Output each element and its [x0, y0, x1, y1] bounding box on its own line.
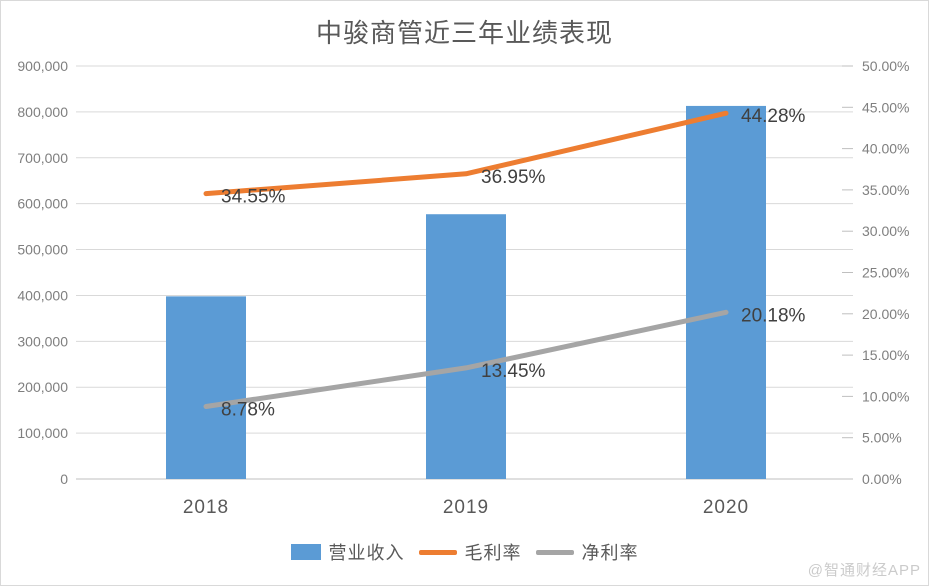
x-axis-label-2018: 2018: [183, 497, 229, 518]
bar-2020: [686, 105, 766, 479]
legend: 营业收入 毛利率 净利率: [1, 539, 928, 565]
legend-swatch-revenue-bar: [290, 544, 321, 560]
legend-label-net-margin: 净利率: [581, 543, 639, 563]
left-axis-tick-label: 500,000: [17, 242, 68, 258]
legend-label-gross-margin: 毛利率: [464, 543, 522, 563]
data-point-label: 20.18%: [741, 305, 806, 326]
chart-title: 中骏商管近三年业绩表现: [315, 18, 613, 48]
left-axis-tick-label: 700,000: [17, 150, 68, 166]
bar-2018: [166, 296, 246, 479]
left-axis-tick-label: 800,000: [17, 104, 68, 120]
left-axis-tick-label: 300,000: [17, 333, 68, 349]
right-axis-tick-label: 50.00%: [862, 58, 909, 74]
legend-swatch-gross-margin-line: [418, 549, 457, 555]
data-point-label: 8.78%: [221, 399, 275, 420]
gross-margin-line: [203, 110, 729, 197]
data-point-label: 34.55%: [221, 187, 286, 208]
net-margin-line: [203, 309, 729, 409]
left-axis-tick-label: 900,000: [17, 58, 68, 74]
x-axis-label-2020: 2020: [703, 497, 749, 518]
data-point-label: 44.28%: [741, 106, 806, 127]
left-axis-tick-label: 400,000: [17, 287, 68, 303]
left-axis-tick-label: 200,000: [17, 379, 68, 395]
data-point-label: 13.45%: [481, 361, 546, 382]
right-axis-tick-label: 15.00%: [862, 347, 909, 363]
legend-label-revenue: 营业收入: [328, 543, 405, 563]
right-axis-tick-label: 25.00%: [862, 265, 909, 281]
right-axis-tick-label: 30.00%: [862, 223, 909, 239]
right-axis-tick-label: 35.00%: [862, 182, 909, 198]
data-point-label: 36.95%: [481, 167, 546, 188]
bar-2019: [426, 214, 506, 479]
legend-swatch-net-margin-line: [535, 549, 574, 555]
right-axis-tick-label: 45.00%: [862, 99, 909, 115]
left-axis-tick-label: 600,000: [17, 196, 68, 212]
right-axis-tick-label: 10.00%: [862, 388, 909, 404]
watermark: @智通财经APP: [807, 562, 921, 579]
right-axis-tick-label: 5.00%: [862, 430, 902, 446]
left-axis-tick-label: 0: [60, 471, 68, 487]
x-axis-label-2019: 2019: [443, 497, 489, 518]
left-axis-tick-label: 100,000: [17, 425, 68, 441]
right-axis-tick-label: 40.00%: [862, 141, 909, 157]
right-axis-tick-label: 0.00%: [862, 471, 902, 487]
right-axis-tick-label: 20.00%: [862, 306, 909, 322]
